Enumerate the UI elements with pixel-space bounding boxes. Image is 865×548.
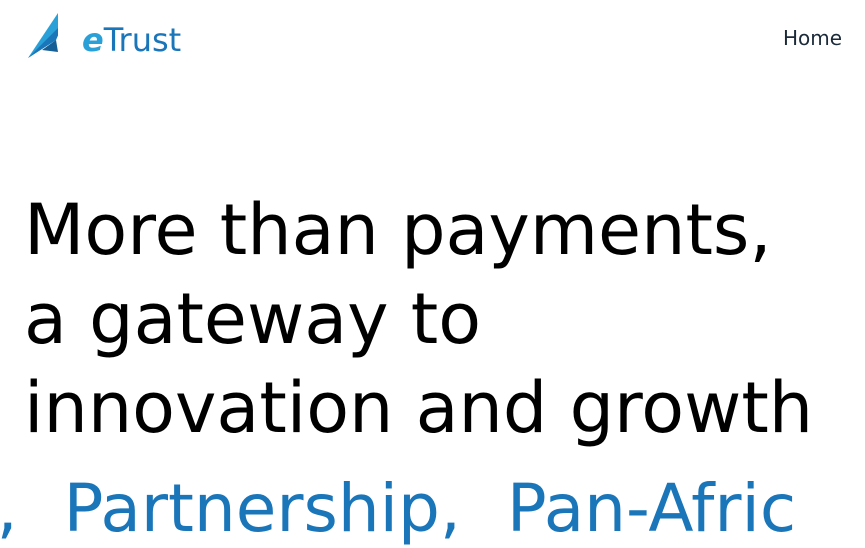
logo-e-letter: e: [82, 21, 104, 59]
hero-line-2: a gateway to: [24, 278, 482, 360]
hero-line-3: innovation and growth: [24, 367, 814, 449]
marquee-track: e, Partnership, Pan-Afric: [0, 470, 842, 548]
marquee-item: Partnership,: [63, 470, 461, 547]
hero-heading: More than payments, a gateway to innovat…: [24, 186, 813, 453]
keyword-marquee: e, Partnership, Pan-Afric: [0, 470, 865, 548]
nav-home-link[interactable]: Home: [782, 26, 842, 50]
marquee-item: e,: [0, 470, 18, 547]
logo-wordmark: eTrust: [82, 20, 181, 60]
arrow-sail-logo-icon: [28, 13, 58, 58]
marquee-item: Pan-Afric: [506, 470, 797, 547]
hero-line-1: More than payments,: [24, 189, 772, 271]
etrust-logo[interactable]: eTrust: [28, 0, 208, 62]
main-nav: Home: [783, 24, 842, 52]
logo-trust-text: Trust: [103, 21, 182, 59]
